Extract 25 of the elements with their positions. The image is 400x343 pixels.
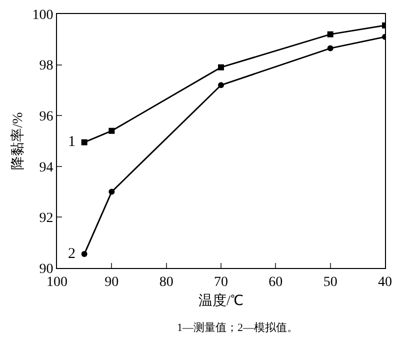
y-tick-label: 100 <box>32 8 54 23</box>
point <box>327 45 334 52</box>
y-tick-label: 94 <box>39 160 54 176</box>
x-tick-label: 90 <box>104 274 119 290</box>
x-tick-label: 50 <box>323 274 338 290</box>
point <box>218 64 224 70</box>
x-axis-title: 温度/℃ <box>198 293 244 310</box>
point <box>81 251 88 258</box>
x-tick-label: 80 <box>159 274 174 290</box>
text: 1—测量值；2—模拟值。 <box>177 321 298 334</box>
point <box>327 31 334 38</box>
y-tick-label: 98 <box>39 58 54 74</box>
y-tick-label: 90 <box>39 262 54 277</box>
point <box>81 139 88 146</box>
point <box>108 128 115 134</box>
x-tick-label: 60 <box>268 274 283 290</box>
series-label: 2 <box>68 246 76 262</box>
y-tick-label: 96 <box>39 110 54 124</box>
y-tick-label: 92 <box>39 211 54 226</box>
point <box>108 188 115 195</box>
point <box>218 82 224 88</box>
y-axis-title: 降黏率/% <box>10 112 26 170</box>
x-tick-label: 40 <box>378 274 392 290</box>
series-label: 1 <box>68 134 76 150</box>
x-tick-label: 70 <box>214 274 228 290</box>
